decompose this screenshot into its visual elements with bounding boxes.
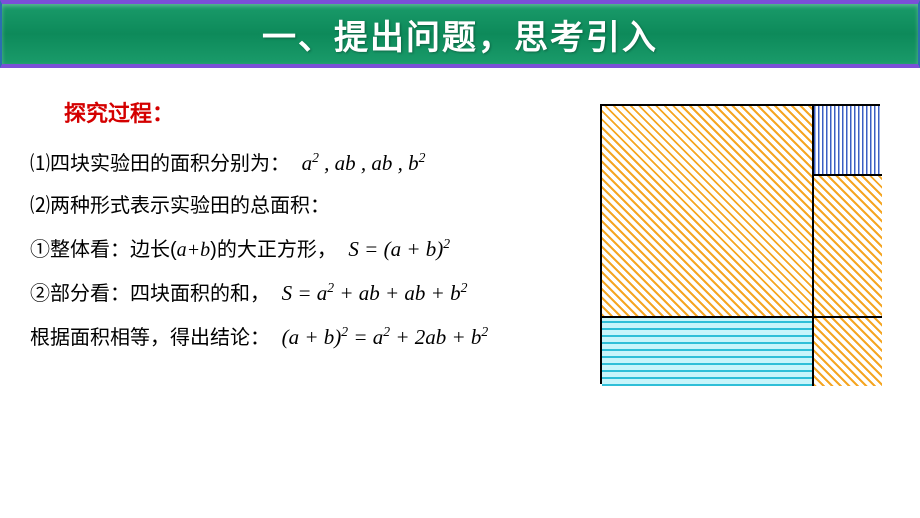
line-4: ②部分看：四块面积的和， S = a2 + ab + ab + b2 [30,272,580,314]
line3-suffix: )的大正方形， [210,239,337,261]
text-column: 探究过程： ⑴四块实验田的面积分别为： a2 , ab , ab , b2 ⑵两… [30,92,580,384]
square-diagram [600,104,880,384]
line-5: 根据面积相等，得出结论： (a + b)2 = a2 + 2ab + b2 [30,316,580,358]
slide-title: 一、提出问题，思考引入 [262,10,658,59]
region-bb-corner [812,316,882,386]
diagram-column [600,92,890,384]
slide-content: 探究过程： ⑴四块实验田的面积分别为： a2 , ab , ab , b2 ⑵两… [0,68,920,384]
explore-heading: 探究过程： [64,92,580,136]
line-3: ①整体看：边长(a+b)的大正方形， S = (a + b)2 [30,228,580,270]
slide-header: 一、提出问题，思考引入 [0,0,920,68]
region-ab-right [812,176,882,316]
line3-formula: S = (a + b)2 [348,228,450,270]
line-1: ⑴四块实验田的面积分别为： a2 , ab , ab , b2 [30,142,580,184]
line4-formula: S = a2 + ab + ab + b2 [282,272,468,314]
line1-formula: a2 , ab , ab , b2 [302,142,426,184]
line1-prefix: ⑴四块实验田的面积分别为： [30,153,290,175]
line5-formula: (a + b)2 = a2 + 2ab + b2 [282,316,489,358]
line5-prefix: 根据面积相等，得出结论： [30,327,270,349]
line3-ab: a+b [177,239,211,261]
region-a-squared [602,106,812,316]
region-ab-bottom [602,316,812,386]
line3-prefix: ①整体看：边长( [30,239,177,261]
region-b-squared-top [812,106,882,176]
line4-prefix: ②部分看：四块面积的和， [30,283,270,305]
line-2: ⑵两种形式表示实验田的总面积： [30,186,580,226]
